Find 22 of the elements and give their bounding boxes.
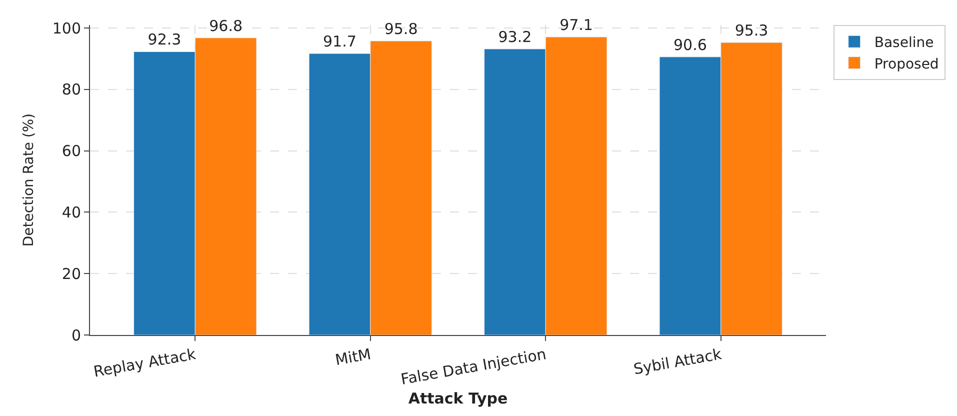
data-label: 97.1 xyxy=(560,16,593,34)
data-label: 91.7 xyxy=(323,32,356,51)
data-label: 93.2 xyxy=(498,28,532,46)
x-tick-label: Sybil Attack xyxy=(632,345,724,378)
y-tick-label: 60 xyxy=(62,142,81,160)
x-axis-title: Attack Type xyxy=(408,389,508,408)
data-label: 96.8 xyxy=(209,16,243,35)
legend-label: Proposed xyxy=(874,56,939,72)
y-tick-label: 20 xyxy=(62,264,81,283)
y-tick-label: 40 xyxy=(62,203,81,222)
x-tick-label: False Data Injection xyxy=(399,345,548,388)
data-label: 92.3 xyxy=(148,30,182,49)
y-tick-label: 0 xyxy=(71,326,81,344)
data-label: 95.3 xyxy=(734,22,768,40)
x-tick-label: MitM xyxy=(334,345,372,370)
x-tick-label: Replay Attack xyxy=(92,345,198,381)
legend-label: Baseline xyxy=(874,35,934,52)
y-tick-label: 80 xyxy=(62,80,81,99)
y-axis-title: Detection Rate (%) xyxy=(20,113,37,247)
data-label: 90.6 xyxy=(673,36,707,54)
data-label: 95.8 xyxy=(384,20,418,38)
y-tick-label: 100 xyxy=(52,19,81,38)
